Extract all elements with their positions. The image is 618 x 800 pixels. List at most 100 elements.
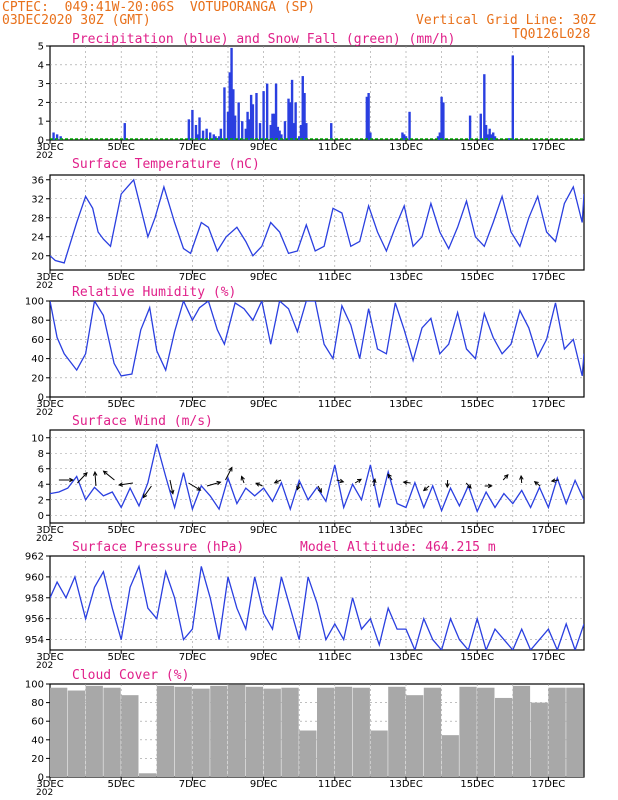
- precip-bar: [403, 134, 406, 140]
- wind-arrow-shaft: [103, 470, 115, 481]
- wind-ytick-label: 4: [38, 480, 44, 491]
- temperature-xtick-label: 11DEC: [318, 272, 352, 283]
- wind-arrow-shaft: [169, 479, 174, 494]
- pressure-series-line: [50, 564, 584, 650]
- wind-arrow-head: [372, 478, 377, 484]
- wind-xtick-label: 5DEC: [108, 525, 135, 536]
- wind-arrow-shaft: [551, 479, 559, 482]
- precip-bar: [493, 136, 497, 140]
- precip-bar: [212, 134, 215, 140]
- wind-arrow-shaft: [241, 476, 245, 484]
- wind-arrow-shaft: [143, 485, 152, 498]
- temperature-xtick-label: 5DEC: [108, 272, 135, 283]
- cloud-ytick-label: 20: [31, 754, 44, 765]
- precip-bar: [217, 136, 221, 140]
- cloud-bar: [512, 685, 531, 777]
- precip-bar: [214, 136, 217, 140]
- cloud-bar: [495, 697, 513, 777]
- wind-arrow-shaft: [255, 482, 263, 487]
- pressure-title: Surface Pressure (hPa): [72, 540, 244, 555]
- wind-year-fragment: 202: [36, 534, 53, 544]
- precip-bar: [123, 123, 126, 140]
- precip-bar: [271, 113, 274, 140]
- precip-bar: [249, 94, 253, 140]
- wind-xtick-label: 9DEC: [250, 525, 277, 536]
- precip-ytick-label: 3: [38, 79, 44, 90]
- humidity-xtick-label: 5DEC: [108, 399, 135, 410]
- precip-bar: [276, 126, 280, 140]
- precip-bar: [492, 132, 495, 140]
- precip-bar: [244, 128, 247, 140]
- cloud-bar: [245, 686, 264, 777]
- cloud-ytick-label: 60: [31, 717, 44, 728]
- cloud-ytick-label: 80: [31, 698, 44, 709]
- precip-bar: [187, 119, 191, 140]
- temperature-xtick-label: 13DEC: [389, 272, 423, 283]
- cloud-bar: [281, 687, 299, 777]
- wind-arrow-shaft: [534, 481, 541, 487]
- cloud-xtick-label: 13DEC: [389, 779, 423, 790]
- precip-bar: [401, 132, 404, 140]
- wind-arrow-head: [255, 482, 261, 487]
- wind-arrow-shaft: [403, 481, 411, 484]
- cloud-xtick-label: 3DEC: [36, 779, 63, 790]
- temperature-xtick-label: 7DEC: [179, 272, 206, 283]
- wind-arrow-shaft: [274, 479, 282, 484]
- precip-bar: [52, 132, 55, 140]
- cloud-bar: [352, 687, 370, 777]
- wind-arrow-shaft: [465, 482, 472, 489]
- wind-arrow-head: [445, 483, 450, 489]
- precip-bar: [440, 96, 443, 140]
- cloud-bar: [388, 686, 406, 777]
- precip-xtick-label: 7DEC: [179, 142, 206, 153]
- precip-bar: [228, 72, 231, 140]
- cloud-ytick-label: 0: [38, 773, 44, 784]
- wind-arrow-head: [519, 474, 524, 480]
- wind-arrow-head: [240, 475, 245, 481]
- precip-bar: [223, 87, 226, 140]
- precip-bar: [196, 134, 199, 140]
- wind-title: Surface Wind (m/s): [72, 414, 213, 429]
- precip-bar: [258, 123, 262, 140]
- precip-bar: [232, 89, 235, 140]
- wind-arrow-shaft: [296, 482, 301, 490]
- precip-bar: [198, 117, 201, 140]
- wind-arrow-shaft: [188, 482, 201, 491]
- cloud-year-fragment: 202: [36, 788, 53, 798]
- wind-arrow-head: [402, 480, 408, 485]
- wind-arrow-shaft: [206, 481, 221, 487]
- precip-bar: [201, 130, 205, 140]
- wind-arrow-shaft: [502, 474, 509, 481]
- cloud-ytick-label: 100: [25, 680, 44, 691]
- precip-ytick-label: 1: [38, 117, 44, 128]
- cloud-bar: [566, 687, 584, 777]
- temperature-year-fragment: 202: [36, 281, 53, 291]
- cloud-xtick-label: 9DEC: [250, 779, 277, 790]
- wind-arrow-head: [83, 471, 88, 477]
- precip-frame: [49, 45, 585, 141]
- cloud-bar: [423, 687, 442, 777]
- precip-bar: [511, 55, 514, 140]
- pressure-xtick-label: 5DEC: [108, 652, 135, 663]
- pressure-annotation: Model Altitude: 464.215 m: [300, 540, 496, 555]
- humidity-ytick-label: 100: [25, 297, 44, 308]
- humidity-series-line: [50, 301, 584, 377]
- wind-arrow-head: [503, 473, 509, 479]
- precip-bar: [290, 79, 294, 140]
- precip-bar: [205, 128, 208, 140]
- wind-arrow-shaft: [317, 485, 322, 493]
- wind-arrow-shaft: [520, 475, 523, 484]
- precip-bar: [488, 128, 491, 140]
- precip-xtick-label: 9DEC: [250, 142, 277, 153]
- precip-xtick-label: 17DEC: [532, 142, 566, 153]
- wind-arrow-head: [92, 470, 98, 476]
- pressure-ytick-label: 956: [25, 614, 44, 625]
- precip-bar: [298, 136, 301, 140]
- humidity-ytick-label: 60: [31, 335, 44, 346]
- cloud-bar: [103, 687, 121, 777]
- precip-bar: [294, 102, 297, 140]
- cloud-bar: [85, 685, 103, 777]
- wind-arrow-shaft: [336, 479, 344, 483]
- cloud-bar: [139, 773, 157, 777]
